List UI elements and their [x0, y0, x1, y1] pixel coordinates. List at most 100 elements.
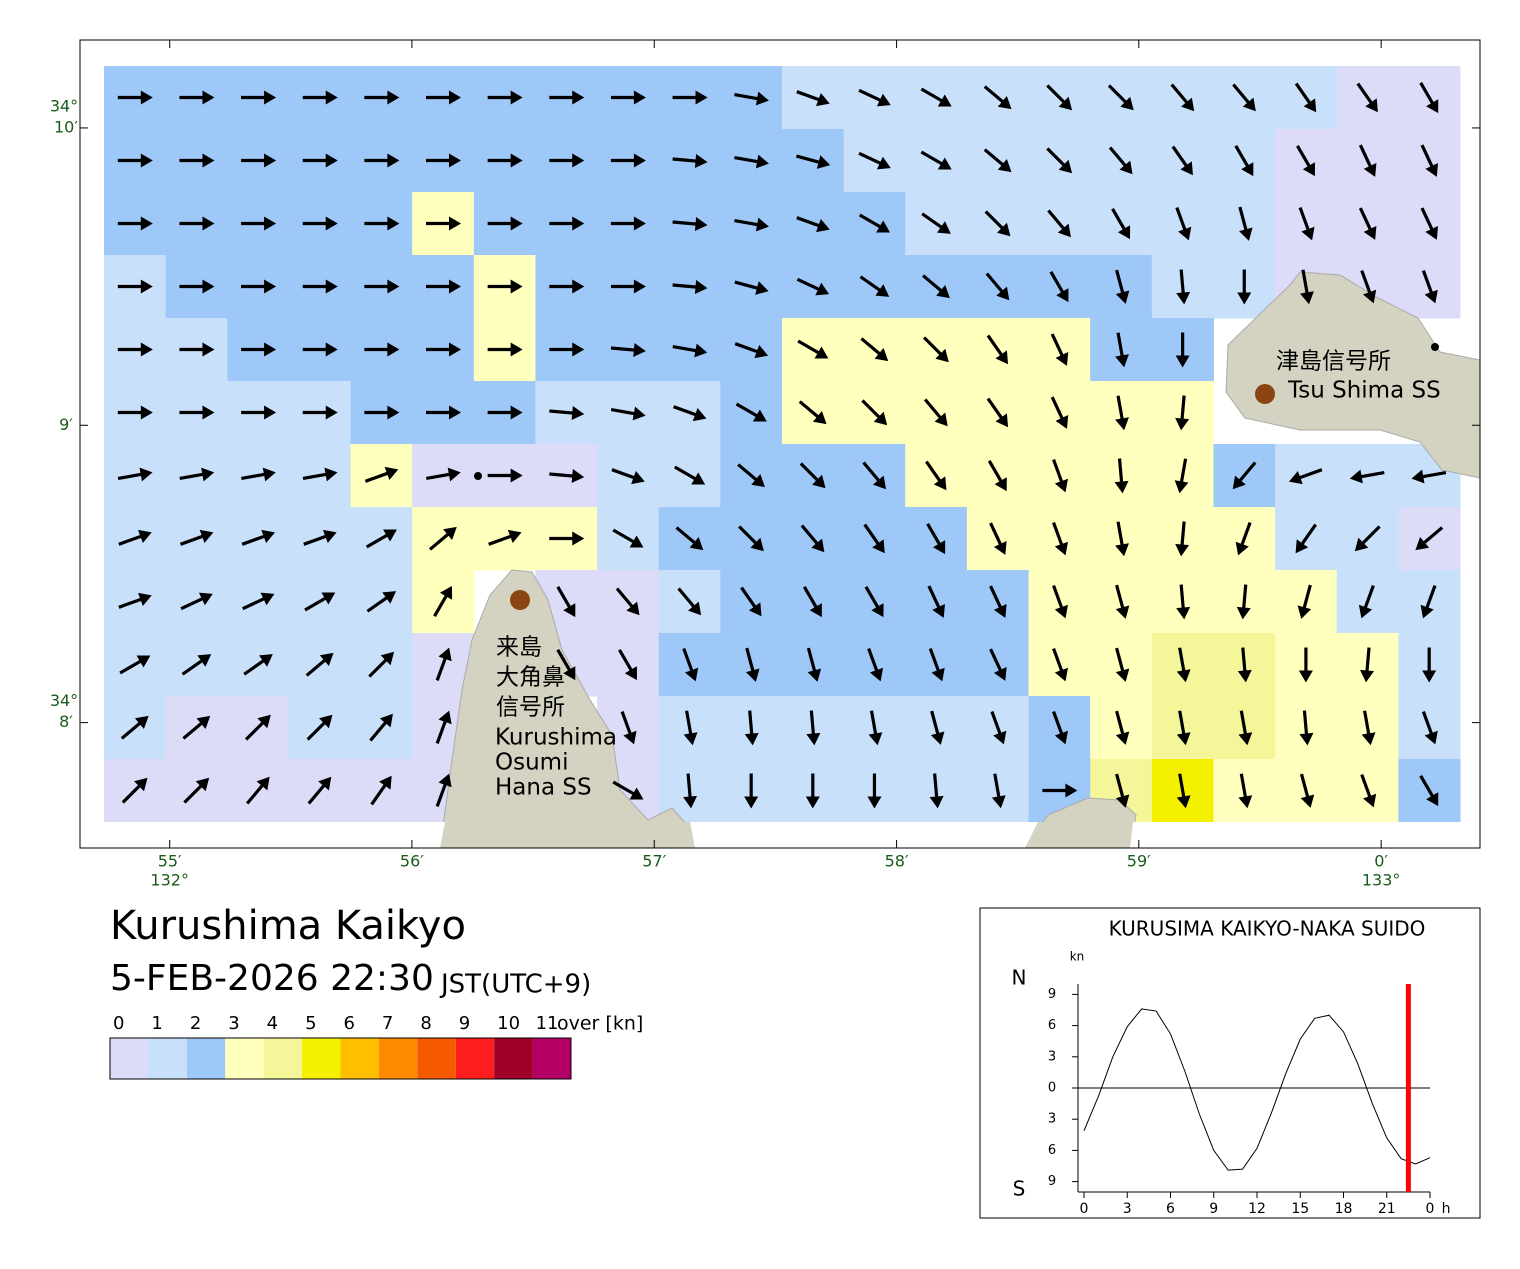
- current-arrow: [364, 90, 400, 105]
- current-arrow: [435, 710, 452, 745]
- current-arrow: [745, 647, 760, 682]
- current-arrow: [858, 88, 891, 107]
- current-arrow: [1174, 458, 1189, 494]
- current-arrow: [858, 151, 891, 170]
- current-arrow: [1114, 458, 1129, 494]
- lat-tick-label: 10′: [54, 117, 78, 136]
- current-arrow: [610, 216, 646, 231]
- timezone: JST(UTC+9): [439, 970, 591, 1000]
- legend-label: 6: [344, 1013, 355, 1034]
- legend: 0 1 2 3 4 5 6 7 8 9 10 11: [110, 1013, 571, 1079]
- current-arrow: [797, 339, 829, 359]
- current-arrow: [1176, 647, 1191, 683]
- current-arrow: [610, 153, 646, 168]
- current-arrow: [1176, 269, 1191, 305]
- y-tick-label: 3: [1048, 1112, 1056, 1127]
- current-arrow: [549, 531, 585, 546]
- current-arrow: [610, 279, 646, 294]
- current-arrow: [798, 400, 827, 425]
- current-arrow: [734, 217, 769, 232]
- legend-label: 9: [459, 1013, 470, 1034]
- current-arrow: [1232, 83, 1256, 112]
- current-arrow: [922, 274, 950, 299]
- map-axes: 55′ 56′ 57′ 58′ 59′ 0′ 132° 133° 10′ 9′ 8′ 34° 34°: [50, 40, 1480, 890]
- current-arrow: [983, 85, 1012, 110]
- y-tick-label: 6: [1048, 1143, 1056, 1158]
- current-arrow: [1171, 145, 1193, 176]
- current-arrow: [305, 652, 334, 677]
- current-arrow: [672, 90, 708, 105]
- current-arrow: [923, 398, 948, 427]
- current-arrow: [1052, 584, 1068, 619]
- current-arrow: [861, 399, 888, 426]
- current-arrow: [1115, 521, 1129, 557]
- current-arrow: [119, 655, 151, 675]
- datetime: 5-FEB-2026 22:30: [110, 958, 434, 999]
- lon-tick-label: 58′: [885, 852, 909, 871]
- current-arrow: [1420, 207, 1439, 240]
- x-unit: h: [1442, 1201, 1451, 1217]
- current-arrow: [1115, 773, 1130, 808]
- legend-label: 7: [382, 1013, 393, 1034]
- map-title: Kurushima Kaikyo: [110, 903, 466, 949]
- current-arrow: [1115, 710, 1130, 745]
- inset-title: KURUSIMA KAIKYO-NAKA SUIDO: [1109, 917, 1426, 941]
- current-arrow: [1176, 710, 1191, 746]
- legend-swatch: [340, 1038, 379, 1079]
- station-label: 来島: [496, 635, 542, 661]
- current-arrow: [121, 777, 148, 804]
- current-arrow: [549, 153, 585, 168]
- current-arrow: [1297, 584, 1312, 619]
- current-arrow: [1115, 269, 1130, 304]
- current-arrow: [307, 776, 332, 805]
- current-arrow: [549, 469, 585, 483]
- current-arrow: [734, 280, 769, 295]
- current-arrow: [364, 153, 400, 168]
- current-arrow: [117, 216, 153, 231]
- current-arrow: [433, 585, 453, 618]
- current-arrow: [989, 648, 1007, 681]
- legend-swatch: [302, 1038, 341, 1079]
- current-arrow: [487, 405, 523, 420]
- current-arrow: [302, 342, 338, 357]
- current-arrow: [611, 468, 645, 485]
- lon-tick-label: 55′: [158, 852, 182, 871]
- current-arrow: [302, 467, 338, 482]
- current-arrow: [796, 277, 830, 296]
- current-arrow: [242, 592, 275, 611]
- current-arrow: [487, 153, 523, 168]
- current-arrow: [859, 275, 890, 297]
- current-arrow: [682, 647, 699, 682]
- current-arrow: [1175, 206, 1192, 241]
- current-arrow: [179, 467, 215, 482]
- current-arrow: [1361, 710, 1376, 746]
- lat-tick-label: 9′: [59, 415, 73, 434]
- current-arrow: [1299, 773, 1315, 808]
- current-arrow: [364, 405, 400, 420]
- current-arrow: [487, 468, 523, 483]
- current-arrow: [1235, 521, 1252, 556]
- current-arrow: [556, 648, 576, 681]
- station-label: Hana SS: [495, 775, 592, 801]
- current-arrow: [683, 773, 698, 809]
- current-arrow: [926, 522, 946, 555]
- lon-tick-label: 59′: [1127, 852, 1151, 871]
- north-label: N: [1012, 966, 1027, 990]
- station-label: 津島信号所: [1276, 349, 1391, 375]
- current-arrow: [985, 272, 1010, 301]
- x-tick-label: 18: [1335, 1201, 1353, 1217]
- current-arrow: [1354, 525, 1381, 552]
- current-arrow: [858, 213, 891, 233]
- legend-label: 1: [151, 1013, 162, 1034]
- current-arrow: [364, 466, 399, 483]
- current-arrow: [620, 710, 637, 745]
- current-arrow: [366, 591, 397, 613]
- inset-frame: [979, 907, 1481, 1219]
- current-arrow: [426, 153, 461, 168]
- lon-tick-label: 57′: [642, 852, 666, 871]
- current-arrow: [610, 90, 646, 105]
- legend-label: 11: [536, 1013, 559, 1034]
- current-arrow: [1300, 269, 1314, 305]
- x-tick-label: 15: [1291, 1201, 1309, 1217]
